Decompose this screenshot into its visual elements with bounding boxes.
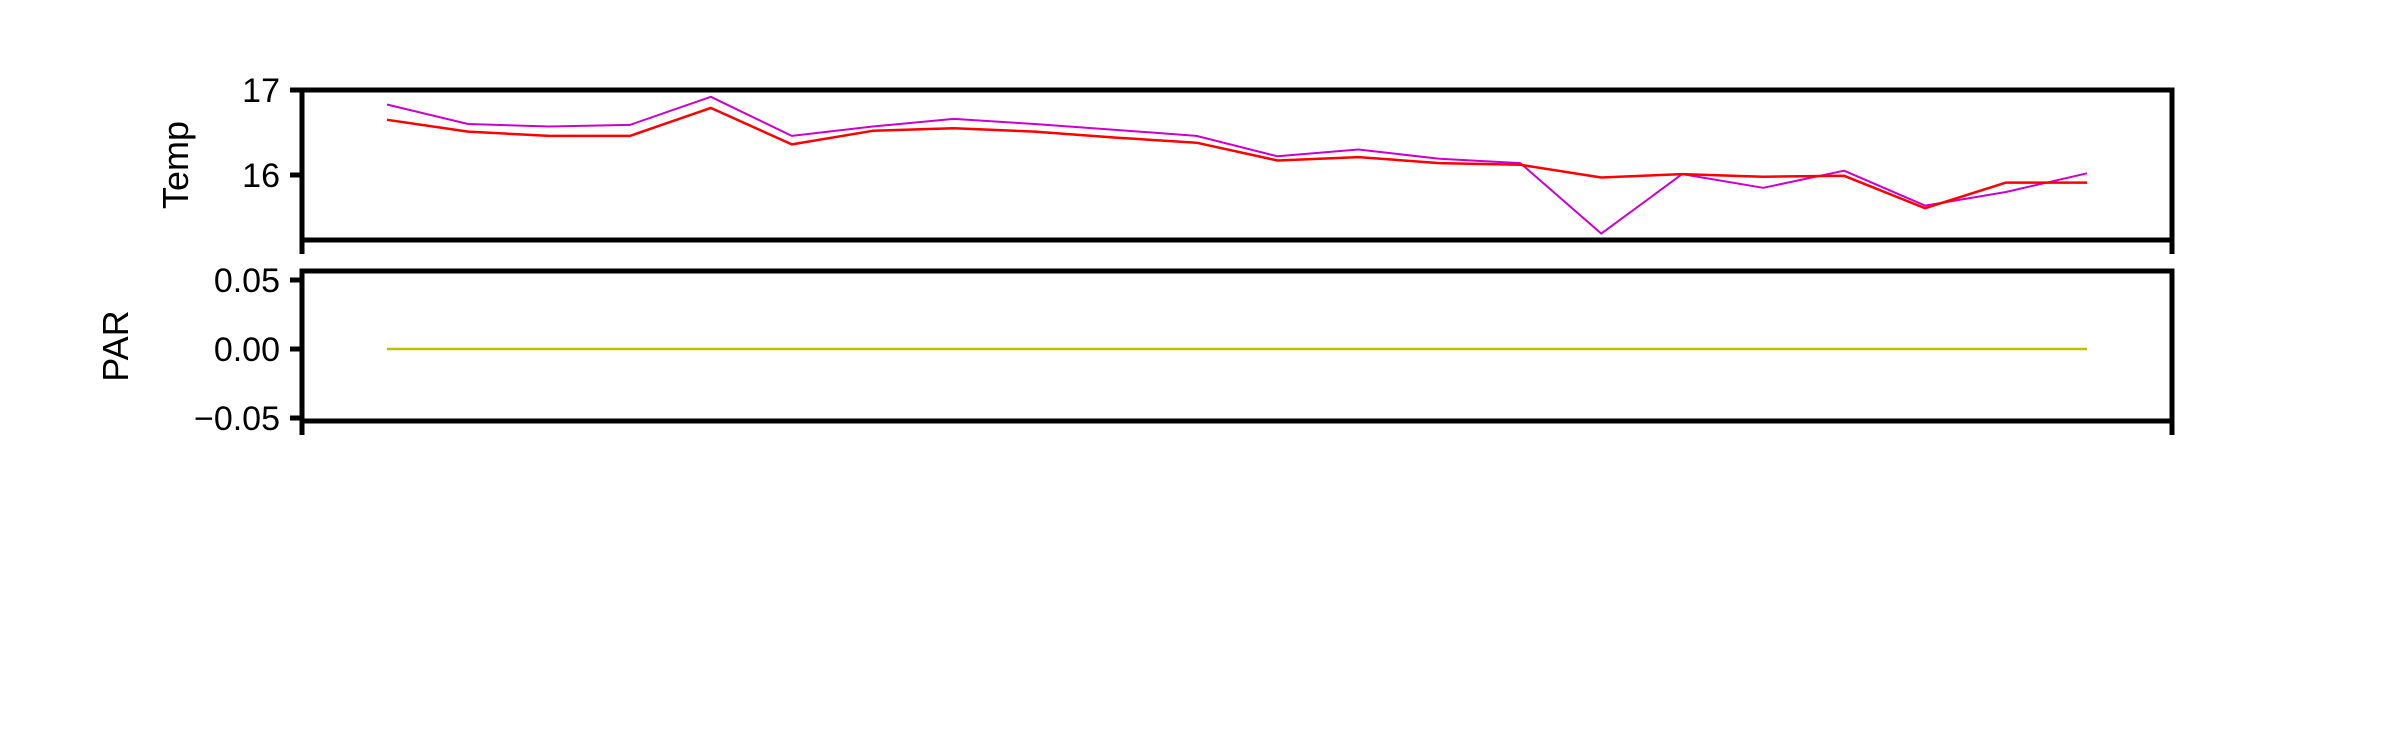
y-axis-label: PAR bbox=[95, 310, 136, 381]
y-tick-label: 17 bbox=[242, 72, 280, 110]
plot-frame bbox=[299, 268, 2175, 424]
y-tick-label: 16 bbox=[242, 157, 280, 195]
y-tick-label: 0.00 bbox=[214, 331, 280, 369]
y-tick-label: −0.05 bbox=[194, 400, 280, 438]
plot-frame bbox=[299, 87, 2175, 243]
y-tick-label: 0.05 bbox=[214, 262, 280, 300]
y-axis-label: Temp bbox=[155, 121, 196, 209]
series-line bbox=[386, 95, 2088, 235]
series-line bbox=[386, 106, 2087, 210]
